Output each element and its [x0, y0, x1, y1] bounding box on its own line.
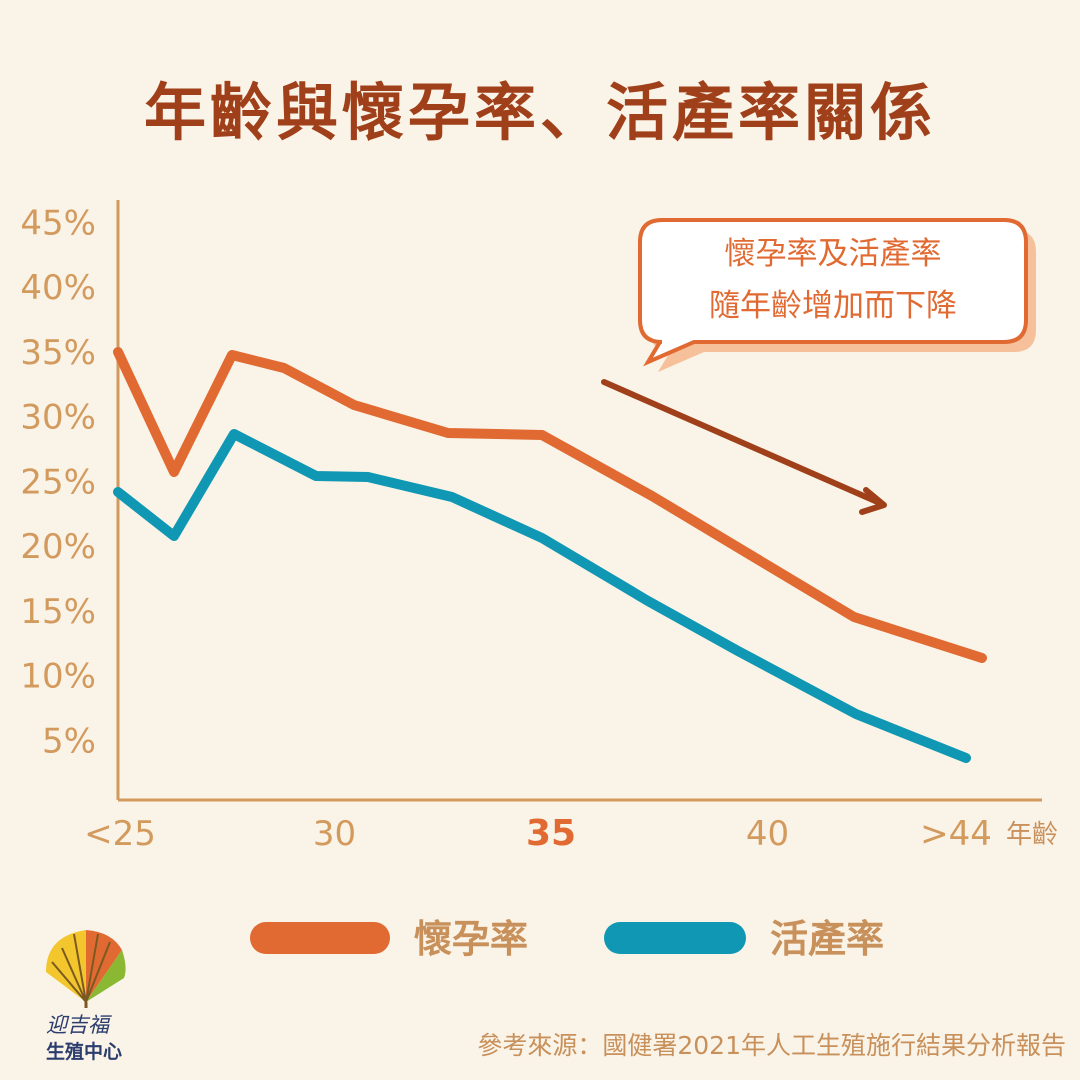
- x-axis-unit: 年齡: [1006, 820, 1058, 850]
- x-tick-label: 35: [526, 813, 576, 854]
- logo-text-line1: 迎吉福: [46, 1013, 112, 1037]
- ginkgo-logo: 迎吉福 生殖中心: [46, 930, 126, 1063]
- y-tick-label: 45%: [20, 203, 96, 243]
- annotation-bubble: 懷孕率及活產率 隨年齡增加而下降: [638, 218, 1036, 372]
- source-note: 參考來源：國健署2021年人工生殖施行結果分析報告: [477, 1031, 1066, 1060]
- legend-label-pregnancy: 懷孕率: [414, 917, 528, 961]
- series-line-live-birth-rate: [113, 429, 971, 763]
- y-tick-label: 10%: [20, 657, 96, 697]
- legend-label-livebirth: 活產率: [770, 917, 884, 961]
- trend-arrow: [601, 379, 887, 515]
- x-tick-label: 40: [746, 814, 789, 854]
- series-line-pregnancy-rate: [113, 347, 987, 663]
- axes: [116, 200, 1042, 802]
- legend-swatch-pregnancy: [250, 922, 390, 954]
- ginkgo-leaf-green: [86, 950, 126, 1002]
- y-tick-label: 25%: [20, 462, 96, 502]
- chart-title: 年齡與懷孕率、活產率關係: [143, 76, 936, 149]
- x-tick-label: <25: [84, 814, 156, 854]
- series-lines: [113, 347, 987, 763]
- y-tick-label: 20%: [20, 527, 96, 567]
- bubble-body: [638, 218, 1028, 367]
- x-tick-label: >44: [920, 814, 992, 854]
- x-tick-labels: <25 30 35 40 >44: [84, 813, 992, 854]
- y-tick-labels: 5% 10% 15% 20% 25% 30% 35% 40% 45%: [20, 203, 96, 761]
- y-tick-label: 15%: [20, 592, 96, 632]
- annotation-line-1: 懷孕率及活產率: [725, 236, 942, 272]
- logo-text-line2: 生殖中心: [46, 1040, 122, 1063]
- y-tick-label: 40%: [20, 268, 96, 308]
- y-tick-label: 5%: [42, 721, 96, 761]
- annotation-line-2: 隨年齡增加而下降: [709, 288, 957, 324]
- x-tick-label: 30: [313, 814, 356, 854]
- legend: 懷孕率 活產率: [250, 917, 884, 961]
- y-tick-label: 35%: [20, 333, 96, 373]
- legend-swatch-livebirth: [604, 922, 746, 954]
- y-tick-label: 30%: [20, 398, 96, 438]
